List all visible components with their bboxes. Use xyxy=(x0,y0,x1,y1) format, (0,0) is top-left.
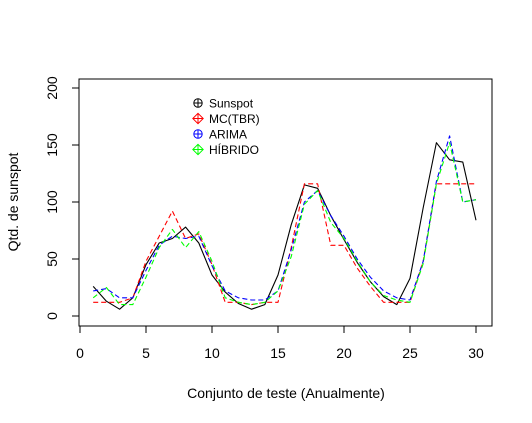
y-tick-label: 150 xyxy=(44,133,60,157)
series-line-3 xyxy=(92,142,477,306)
series-line-1 xyxy=(93,183,476,306)
plot-frame xyxy=(78,78,493,327)
x-tick-label: 5 xyxy=(142,345,150,361)
x-tick-label: 30 xyxy=(468,345,484,361)
legend-entry-3: HÍBRIDO xyxy=(192,142,259,157)
legend-entry-1: MC(TBR) xyxy=(192,112,260,126)
legend-label: MC(TBR) xyxy=(209,112,260,126)
legend-label: HÍBRIDO xyxy=(209,142,259,157)
y-axis-label: Qtd. de sunspot xyxy=(5,152,21,251)
legend-label: ARIMA xyxy=(209,128,247,142)
y-tick-label: 200 xyxy=(44,76,60,100)
x-axis-label: Conjunto de teste (Anualmente) xyxy=(187,385,385,401)
series-line-2 xyxy=(93,135,477,301)
series-layer xyxy=(92,135,477,310)
y-tick-label: 50 xyxy=(44,251,60,267)
x-tick-label: 0 xyxy=(76,345,84,361)
x-tick-label: 25 xyxy=(402,345,418,361)
y-tick-label: 0 xyxy=(44,312,60,320)
legend-entry-0: Sunspot xyxy=(193,97,254,111)
legend-entry-2: ARIMA xyxy=(193,128,247,142)
series-line-0 xyxy=(92,142,477,310)
x-tick-label: 20 xyxy=(336,345,352,361)
x-axis: 0 5 10 15 20 25 30 xyxy=(76,325,484,361)
x-tick-label: 15 xyxy=(270,345,286,361)
y-axis: 0 50 100 150 200 xyxy=(44,76,80,320)
x-tick-label: 10 xyxy=(204,345,220,361)
legend-label: Sunspot xyxy=(209,97,254,111)
y-tick-label: 100 xyxy=(44,190,60,214)
